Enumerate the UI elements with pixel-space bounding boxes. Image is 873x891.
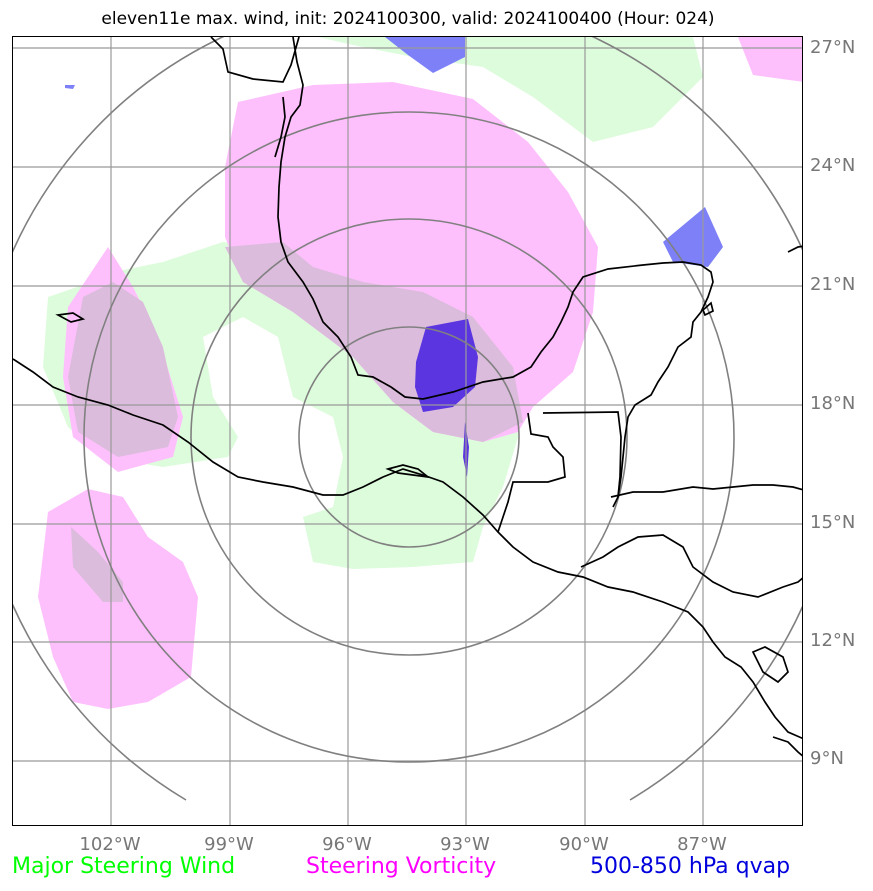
lat-label-21n: 21°N <box>810 274 856 295</box>
wind-region-north <box>318 37 703 142</box>
qvap-region-yucatan <box>663 207 723 267</box>
overlap-region-west <box>68 282 178 457</box>
lon-label-96w: 96°W <box>322 834 372 855</box>
qvap-region-west <box>65 85 75 89</box>
qvap-shading <box>65 37 723 477</box>
island-cozumel <box>701 301 714 317</box>
lat-label-15n: 15°N <box>810 512 856 533</box>
coastlines <box>13 37 802 757</box>
lat-label-24n: 24°N <box>810 155 856 176</box>
coast-east-edge <box>787 245 802 253</box>
lat-label-9n: 9°N <box>810 748 844 769</box>
overlap-region-southwest <box>71 527 123 602</box>
lon-label-90w: 90°W <box>559 834 609 855</box>
border-guatemala <box>497 412 566 533</box>
vorticity-region-gulf <box>225 82 598 442</box>
coast-laguna-madre <box>274 96 286 158</box>
lon-label-87w: 87°W <box>677 834 727 855</box>
lon-label-102w: 102°W <box>79 834 141 855</box>
border-central-america <box>580 534 802 598</box>
border-belize <box>542 411 622 508</box>
lat-label-18n: 18°N <box>810 393 856 414</box>
graticule <box>13 37 802 825</box>
legend-steering-wind: Major Steering Wind <box>12 854 236 879</box>
map-canvas <box>13 37 802 825</box>
lat-label-12n: 12°N <box>810 630 856 651</box>
legend-steering-vorticity: Steering Vorticity <box>306 854 497 879</box>
lat-label-27n: 27°N <box>810 37 856 58</box>
map-title: eleven11e max. wind, init: 2024100300, v… <box>101 9 715 29</box>
coast-south-edge <box>772 736 802 757</box>
coast-tehuantepec <box>385 464 431 479</box>
coast-gulf-mexico <box>210 37 714 498</box>
coast-honduras <box>610 484 802 498</box>
coast-pacific <box>13 358 802 740</box>
legend-qvap: 500-850 hPa qvap <box>590 854 791 879</box>
range-rings <box>13 37 802 801</box>
qvap-region-north <box>385 37 465 73</box>
lon-label-99w: 99°W <box>204 834 254 855</box>
vorticity-region-northeast <box>738 37 802 82</box>
coast-lake-nicaragua <box>751 646 789 684</box>
map-frame <box>12 36 803 826</box>
island-west <box>55 312 86 323</box>
lon-label-93w: 93°W <box>440 834 490 855</box>
